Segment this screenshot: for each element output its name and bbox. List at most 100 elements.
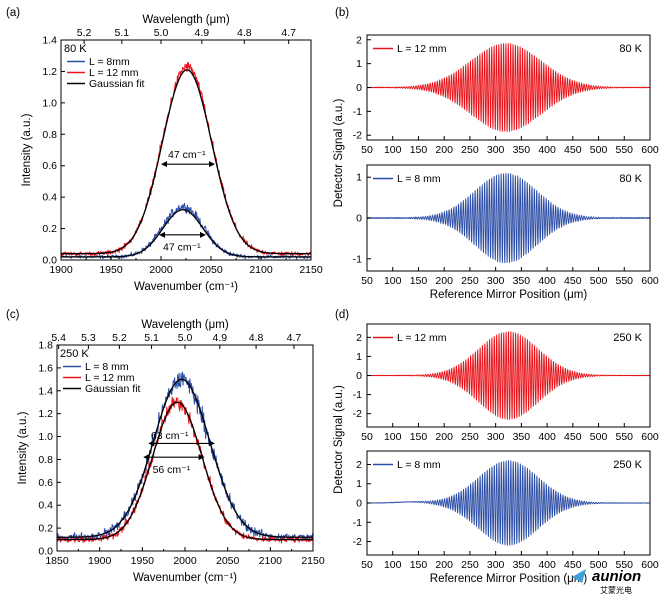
y-tick-label-d: 1 bbox=[356, 478, 362, 490]
panel-label-d: (d) bbox=[335, 309, 349, 321]
y-tick-label-c: 1.0 bbox=[38, 431, 53, 443]
x-tick-label-b: 450 bbox=[564, 275, 582, 287]
arrow-head-left-c bbox=[143, 454, 150, 461]
legend-entry-c: L = 12 mm bbox=[85, 372, 135, 384]
y-tick-label-d: 2 bbox=[356, 459, 362, 471]
arrow-head-right-c bbox=[208, 440, 215, 447]
y-tick-label-d: -1 bbox=[353, 389, 362, 401]
panel-b: (b)50 100 150 200 250 300 350 400 450 500 550 600-2… bbox=[333, 7, 659, 301]
interferogram-d-0 bbox=[367, 331, 650, 420]
y-tick-label-c: 0.8 bbox=[38, 454, 53, 466]
y-axis-title-d: Detector Signal (a.u.) bbox=[333, 385, 345, 494]
top-axis-title-c: Wavelength (μm) bbox=[141, 319, 229, 331]
top-tick-label-c: 4.7 bbox=[287, 332, 302, 344]
y-tick-label-d: 0 bbox=[356, 370, 362, 382]
x-tick-label-d: 400 bbox=[538, 559, 556, 571]
x-tick-label-d: 500 bbox=[590, 559, 608, 571]
legend-entry-d-0: L = 12 mm bbox=[397, 332, 447, 344]
x-tick-label-b: 500 bbox=[590, 144, 608, 156]
x-tick-label-d: 350 bbox=[513, 559, 531, 571]
x-tick-label-d: 550 bbox=[616, 559, 634, 571]
y-tick-label-b: 1 bbox=[356, 58, 362, 70]
x-tick-label-b: 250 bbox=[461, 275, 479, 287]
top-tick-label-c: 5.1 bbox=[144, 332, 159, 344]
y-tick-label-b: -1 bbox=[353, 253, 362, 265]
interferogram-b-0 bbox=[367, 43, 650, 133]
series-c-0 bbox=[57, 371, 313, 543]
x-tick-label-a: 2000 bbox=[149, 264, 173, 276]
temperature-label-d-1: 250 K bbox=[613, 459, 642, 471]
y-tick-label-d: -2 bbox=[353, 536, 362, 548]
x-tick-label-b: 250 bbox=[461, 144, 479, 156]
y-tick-label-c: 0.6 bbox=[38, 477, 53, 489]
y-tick-label-a: 1.4 bbox=[42, 35, 57, 47]
x-tick-label-b: 550 bbox=[616, 275, 634, 287]
y-tick-label-c: 1.6 bbox=[38, 362, 53, 374]
top-tick-label-a: 4.8 bbox=[237, 27, 252, 39]
temperature-label-c: 250 K bbox=[60, 348, 89, 360]
x-tick-label-b: 200 bbox=[435, 275, 453, 287]
x-axis-title-d: Reference Mirror Position (μm) bbox=[430, 573, 588, 585]
x-tick-label-d: 150 bbox=[410, 431, 428, 443]
x-tick-label-d: 550 bbox=[616, 431, 634, 443]
x-tick-label-b: 350 bbox=[513, 144, 531, 156]
x-tick-label-c: 1950 bbox=[131, 555, 155, 567]
fwhm-label-a: 47 cm⁻¹ bbox=[168, 149, 206, 161]
y-tick-label-c: 1.8 bbox=[38, 340, 53, 352]
legend-entry-d-1: L = 8 mm bbox=[397, 459, 441, 471]
top-tick-label-a: 4.9 bbox=[194, 27, 209, 39]
x-tick-label-a: 2100 bbox=[249, 264, 273, 276]
x-tick-label-d: 250 bbox=[461, 431, 479, 443]
x-tick-label-d: 600 bbox=[641, 431, 659, 443]
x-tick-label-b: 200 bbox=[435, 144, 453, 156]
y-tick-label-c: 0.2 bbox=[38, 523, 53, 535]
legend-entry-b-0: L = 12 mm bbox=[397, 43, 447, 55]
arrow-head-right-a bbox=[200, 231, 206, 238]
x-tick-label-b: 400 bbox=[538, 144, 556, 156]
x-tick-label-d: 350 bbox=[513, 431, 531, 443]
fwhm-label-c: 63 cm⁻¹ bbox=[151, 430, 189, 442]
top-tick-label-a: 4.7 bbox=[281, 27, 296, 39]
plot-area-c bbox=[57, 371, 313, 544]
y-tick-label-d: -1 bbox=[353, 517, 362, 529]
x-tick-label-b: 400 bbox=[538, 275, 556, 287]
x-tick-label-b: 50 bbox=[361, 275, 373, 287]
y-tick-label-a: 1.2 bbox=[42, 66, 57, 78]
fwhm-label-c: 56 cm⁻¹ bbox=[153, 464, 191, 476]
x-tick-label-b: 600 bbox=[641, 144, 659, 156]
top-tick-label-c: 5.2 bbox=[112, 332, 127, 344]
panel-d: (d)50 100 150 200 250 300 350 400 450 500 550 600-2… bbox=[333, 309, 659, 585]
subplot-d-1: 50 100 150 200 250 300 350 400 450 500 550 600 -2 -1 0… bbox=[353, 450, 659, 571]
y-tick-label-c: 0.4 bbox=[38, 500, 53, 512]
top-tick-label-c: 5.0 bbox=[178, 332, 193, 344]
y-tick-label-b: 2 bbox=[356, 34, 362, 46]
top-tick-label-c: 5.3 bbox=[81, 332, 96, 344]
y-axis-title-b: Detector Signal (a.u.) bbox=[333, 99, 345, 208]
x-tick-label-b: 150 bbox=[410, 275, 428, 287]
paper-plane-icon bbox=[572, 569, 586, 583]
y-tick-label-a: 0.4 bbox=[42, 192, 57, 204]
arrow-head-left-a bbox=[161, 161, 167, 168]
x-tick-label-b: 450 bbox=[564, 144, 582, 156]
x-axis-title-b: Reference Mirror Position (μm) bbox=[430, 289, 588, 301]
interferogram-b-1 bbox=[367, 173, 650, 264]
legend-entry-c: L = 8 mm bbox=[85, 361, 129, 373]
y-tick-label-d: 2 bbox=[356, 332, 362, 344]
arrow-head-left-a bbox=[159, 231, 165, 238]
x-tick-label-b: 100 bbox=[384, 275, 402, 287]
arrow-head-right-c bbox=[198, 454, 205, 461]
y-tick-label-b: 0 bbox=[356, 82, 362, 94]
fwhm-label-a: 47 cm⁻¹ bbox=[163, 242, 201, 254]
x-tick-label-c: 2000 bbox=[173, 555, 197, 567]
top-tick-label-a: 5.2 bbox=[77, 27, 92, 39]
fit-curve-a-0 bbox=[61, 209, 311, 258]
panel-a: (a) 1900 1950 2000 2050 2100 2150 0.0 0.2 0.4 0.6 0… bbox=[6, 7, 323, 293]
x-tick-label-d: 450 bbox=[564, 431, 582, 443]
x-tick-label-b: 150 bbox=[410, 144, 428, 156]
top-tick-label-c: 5.4 bbox=[51, 332, 66, 344]
panel-label-a: (a) bbox=[6, 7, 20, 19]
x-tick-label-c: 2050 bbox=[216, 555, 240, 567]
y-tick-label-b: 0 bbox=[356, 213, 362, 225]
